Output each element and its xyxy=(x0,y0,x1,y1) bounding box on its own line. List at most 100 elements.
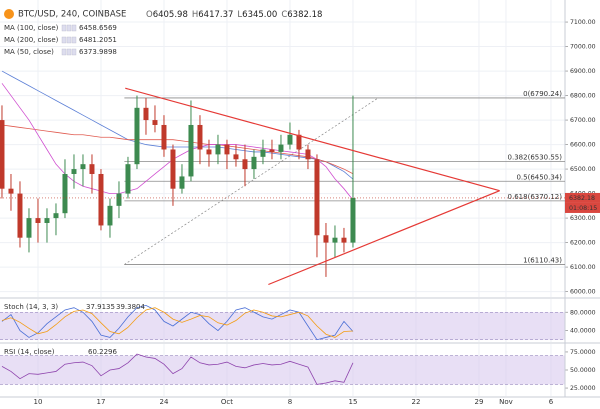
y-tick-label: 6200.00 xyxy=(570,240,596,247)
candle-body xyxy=(26,218,32,238)
indicator-line xyxy=(1,353,354,385)
candle-body xyxy=(116,193,122,206)
ohlc-key: O xyxy=(146,10,153,20)
legend-label: MA (200, close) xyxy=(4,36,59,44)
y-tick-label: 7000.00 xyxy=(570,44,596,51)
candle-body xyxy=(17,193,23,238)
candle-body xyxy=(287,134,293,145)
fib-label: 0.618(6370.12) xyxy=(508,193,563,201)
ohlc-value: 6345.00 xyxy=(242,10,277,20)
legend-button xyxy=(66,24,72,32)
candle-body xyxy=(35,218,41,223)
x-tick-label: 29 xyxy=(475,398,484,406)
candle-body xyxy=(161,124,167,150)
y-tick-label: 6600.00 xyxy=(570,142,596,149)
ohlc-key: C xyxy=(281,10,287,20)
ohlc-value: 6417.37 xyxy=(198,10,233,20)
candle-body xyxy=(233,154,239,160)
ohlc-value: 6382.18 xyxy=(287,10,322,20)
candle-body xyxy=(0,120,5,189)
candle-body xyxy=(107,205,113,226)
y-tick-label: 50.0000 xyxy=(570,367,596,374)
candle-body xyxy=(278,144,284,152)
ohlc: O6405.98 H6417.37 L6345.00 C6382.18 xyxy=(146,10,322,20)
candle-body xyxy=(206,149,212,155)
x-tick-label: 15 xyxy=(349,398,358,406)
legend-value: 6458.6569 xyxy=(79,24,117,32)
panel-value: 60.2296 xyxy=(88,348,117,356)
candle-body xyxy=(188,124,194,177)
panel-title: RSI (14, close) xyxy=(4,348,55,356)
legend-button xyxy=(71,48,77,56)
legend-button xyxy=(66,48,72,56)
candle-body xyxy=(98,173,104,226)
y-tick-label: 6900.00 xyxy=(570,68,596,75)
candle-body xyxy=(125,164,131,194)
x-tick-label: Oct xyxy=(221,398,233,406)
indicator-line xyxy=(1,307,353,338)
candle-body xyxy=(350,197,356,243)
candle-body xyxy=(80,164,86,170)
fib-label: 0.5(6450.34) xyxy=(516,173,562,181)
x-tick-label: 24 xyxy=(160,398,169,406)
last-price-tag xyxy=(565,192,600,203)
legend-label: MA (50, close) xyxy=(4,48,54,56)
legend-button xyxy=(66,36,72,44)
candle-body xyxy=(224,144,230,155)
indicator-line xyxy=(1,124,354,175)
candle-body xyxy=(179,176,185,189)
candle-body xyxy=(62,173,68,214)
y-tick-label: 6800.00 xyxy=(570,93,596,100)
x-tick-label: 8 xyxy=(288,398,292,406)
legend-button xyxy=(61,36,67,44)
candle-body xyxy=(71,169,77,174)
candle-body xyxy=(170,149,176,189)
panel-value: 37.9135 xyxy=(86,303,115,311)
candle-body xyxy=(143,107,149,121)
fib-label: 1(6110.43) xyxy=(523,257,562,265)
trendline xyxy=(268,190,500,286)
candle-body xyxy=(53,213,59,219)
x-tick-label: 10 xyxy=(34,398,43,406)
y-tick-label: 6700.00 xyxy=(570,117,596,124)
y-tick-label: 6500.00 xyxy=(570,166,596,173)
candle-body xyxy=(8,188,14,194)
ohlc-key: H xyxy=(192,10,198,20)
legend-value: 6481.2051 xyxy=(79,36,117,44)
x-tick-label: 6 xyxy=(549,398,554,406)
y-tick-label: 75.0000 xyxy=(570,349,596,356)
candle-body xyxy=(260,149,266,157)
indicator-line xyxy=(1,70,354,180)
candle-body xyxy=(242,159,248,170)
candle-body xyxy=(44,218,50,223)
indicator-line xyxy=(1,304,354,341)
candle-body xyxy=(197,124,203,150)
y-tick-label: 7100.00 xyxy=(570,19,596,26)
candle-body xyxy=(134,107,140,165)
y-tick-label: 6000.00 xyxy=(570,289,596,296)
candle-body xyxy=(215,144,221,155)
candle-body xyxy=(305,149,311,160)
x-tick-label: Nov xyxy=(499,398,513,406)
fib-label: 0(6790.24) xyxy=(523,90,562,98)
legend-button xyxy=(71,36,77,44)
symbol-icon xyxy=(4,9,14,19)
x-tick-label: 17 xyxy=(97,398,106,406)
indicator-line xyxy=(1,83,354,201)
candle-body xyxy=(89,164,95,174)
legend-button xyxy=(61,48,67,56)
band xyxy=(0,355,565,385)
y-tick-label: 6300.00 xyxy=(570,215,596,222)
candle-body xyxy=(332,237,338,243)
candle-body xyxy=(296,134,302,150)
countdown-tag xyxy=(565,202,600,213)
ohlc-value: 6405.98 xyxy=(153,10,188,20)
fib-diagonal xyxy=(124,97,379,265)
candle-body xyxy=(341,237,347,243)
legend-value: 6373.9898 xyxy=(79,48,117,56)
panel-value: 39.3804 xyxy=(116,303,145,311)
chart-title: BTC/USD, 240, COINBASE xyxy=(18,10,126,20)
last-price-label: 6382.18 xyxy=(569,195,595,202)
